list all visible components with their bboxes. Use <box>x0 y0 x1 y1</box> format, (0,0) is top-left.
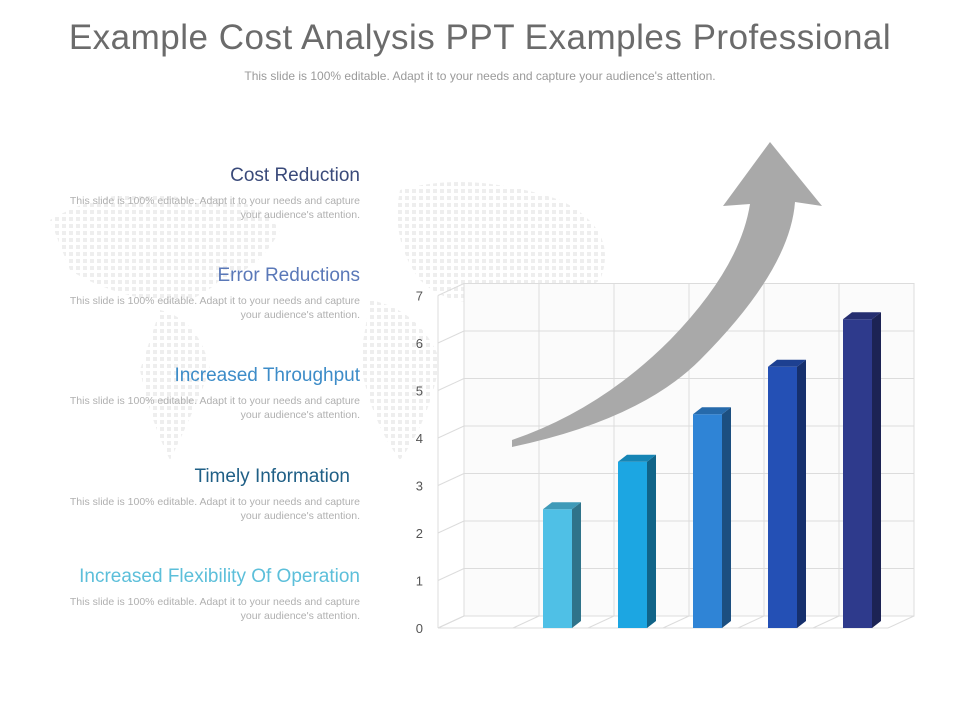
bar-top <box>543 502 581 510</box>
gridline-floor <box>737 615 765 629</box>
item-heading: Increased Throughput <box>174 365 360 386</box>
gridline-side <box>437 283 465 296</box>
bar <box>768 359 806 628</box>
item-description: This slide is 100% editable. Adapt it to… <box>69 395 360 421</box>
trend-arrow <box>512 142 822 447</box>
bar <box>543 502 581 628</box>
y-tick-label: 7 <box>416 289 423 304</box>
y-tick-label: 4 <box>416 431 423 446</box>
y-tick-label: 2 <box>416 526 423 541</box>
y-tick-label: 6 <box>416 336 423 351</box>
bar-front <box>693 414 722 628</box>
gridline-side <box>437 425 465 439</box>
bar-front <box>618 461 647 628</box>
y-tick-label: 3 <box>416 479 423 494</box>
bar-side <box>647 454 656 628</box>
item-heading: Increased Flexibility Of Operation <box>79 566 360 587</box>
bar-side <box>572 502 581 628</box>
gridline-floor <box>437 615 465 629</box>
list-item-cost-reduction: Cost Reduction This slide is 100% editab… <box>30 164 360 222</box>
bar-top <box>768 359 806 367</box>
item-description: This slide is 100% editable. Adapt it to… <box>69 596 360 622</box>
y-tick-label: 0 <box>416 621 423 636</box>
gridline-floor <box>812 615 840 629</box>
bar <box>693 407 731 628</box>
item-description: This slide is 100% editable. Adapt it to… <box>69 496 360 522</box>
bar-side <box>872 312 881 628</box>
list-item-increased-throughput: Increased Throughput This slide is 100% … <box>30 364 360 422</box>
gridline-floor <box>887 615 915 629</box>
item-description: This slide is 100% editable. Adapt it to… <box>69 295 360 321</box>
bar <box>618 454 656 628</box>
page-subtitle: This slide is 100% editable. Adapt it to… <box>244 69 716 83</box>
gridline-floor <box>587 615 615 629</box>
gridline-side <box>437 473 465 486</box>
arrow-icon <box>512 142 822 447</box>
bar-top <box>843 312 881 320</box>
y-tick-label: 5 <box>416 384 423 399</box>
list-item-error-reductions: Error Reductions This slide is 100% edit… <box>30 264 360 322</box>
y-tick-label: 1 <box>416 574 423 589</box>
bar-side <box>797 359 806 628</box>
bar-top <box>618 454 656 462</box>
bar-top <box>693 407 731 415</box>
list-item-timely-information: Timely Information This slide is 100% ed… <box>30 465 360 523</box>
bar-side <box>722 407 731 628</box>
bar-front <box>843 319 872 628</box>
page-title: Example Cost Analysis PPT Examples Profe… <box>68 18 892 57</box>
bar <box>843 312 881 628</box>
bar-front <box>543 509 572 628</box>
gridline-side <box>437 378 465 391</box>
gridline-side <box>437 568 465 581</box>
bar-front <box>768 366 797 628</box>
gridline-side <box>437 520 465 534</box>
gridline-floor <box>662 615 690 629</box>
item-heading: Error Reductions <box>217 265 360 286</box>
gridline-floor <box>512 615 540 629</box>
item-heading: Cost Reduction <box>230 165 360 186</box>
item-heading: Timely Information <box>194 466 350 487</box>
gridline-side <box>437 330 465 344</box>
item-description: This slide is 100% editable. Adapt it to… <box>69 195 360 221</box>
list-item-increased-flexibility: Increased Flexibility Of Operation This … <box>30 565 360 623</box>
